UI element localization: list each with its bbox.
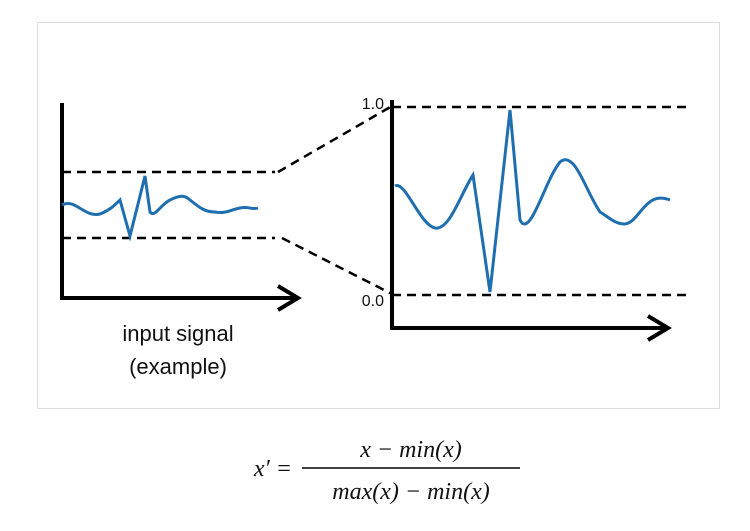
frame	[37, 22, 720, 409]
connector	[277, 104, 393, 174]
caption: (example)	[129, 354, 227, 379]
right-arrow	[646, 314, 672, 342]
left-axes	[60, 103, 298, 300]
connector	[281, 236, 393, 296]
caption: input signal	[122, 321, 233, 346]
normalized-signal	[394, 109, 671, 293]
right-axes	[390, 100, 668, 330]
formula-denominator: max(x) − min(x)	[332, 479, 489, 505]
input-signal	[61, 175, 259, 242]
formula-lhs: x′ =	[253, 456, 292, 482]
top-label: 1.0	[362, 96, 384, 113]
left-arrow	[276, 284, 302, 312]
bottom-label: 0.0	[362, 293, 384, 310]
formula-numerator: x − min(x)	[359, 437, 461, 463]
